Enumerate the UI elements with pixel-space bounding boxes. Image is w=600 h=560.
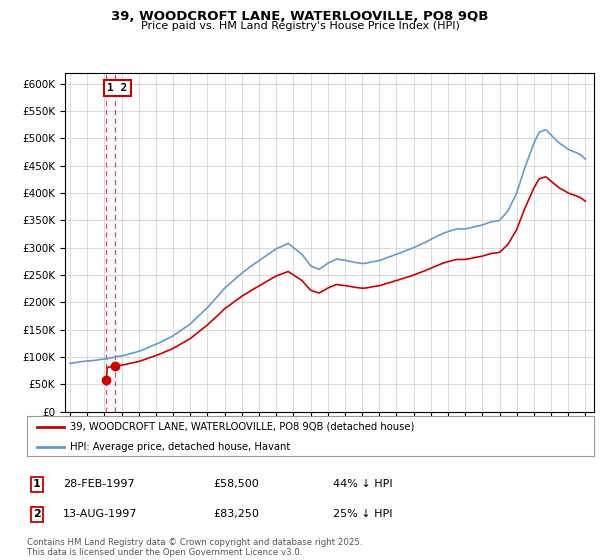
Text: £58,500: £58,500 <box>213 479 259 489</box>
Text: 1 2: 1 2 <box>107 83 127 93</box>
Text: 44% ↓ HPI: 44% ↓ HPI <box>333 479 392 489</box>
Text: 1: 1 <box>33 479 41 489</box>
Text: Contains HM Land Registry data © Crown copyright and database right 2025.
This d: Contains HM Land Registry data © Crown c… <box>27 538 362 557</box>
Text: 2: 2 <box>33 509 41 519</box>
Text: 25% ↓ HPI: 25% ↓ HPI <box>333 509 392 519</box>
Text: Price paid vs. HM Land Registry's House Price Index (HPI): Price paid vs. HM Land Registry's House … <box>140 21 460 31</box>
Text: £83,250: £83,250 <box>213 509 259 519</box>
Text: HPI: Average price, detached house, Havant: HPI: Average price, detached house, Hava… <box>70 442 290 452</box>
Bar <box>106 73 115 412</box>
Text: 28-FEB-1997: 28-FEB-1997 <box>63 479 134 489</box>
Text: 39, WOODCROFT LANE, WATERLOOVILLE, PO8 9QB: 39, WOODCROFT LANE, WATERLOOVILLE, PO8 9… <box>112 10 488 23</box>
Text: 39, WOODCROFT LANE, WATERLOOVILLE, PO8 9QB (detached house): 39, WOODCROFT LANE, WATERLOOVILLE, PO8 9… <box>70 422 414 432</box>
Text: 13-AUG-1997: 13-AUG-1997 <box>63 509 137 519</box>
